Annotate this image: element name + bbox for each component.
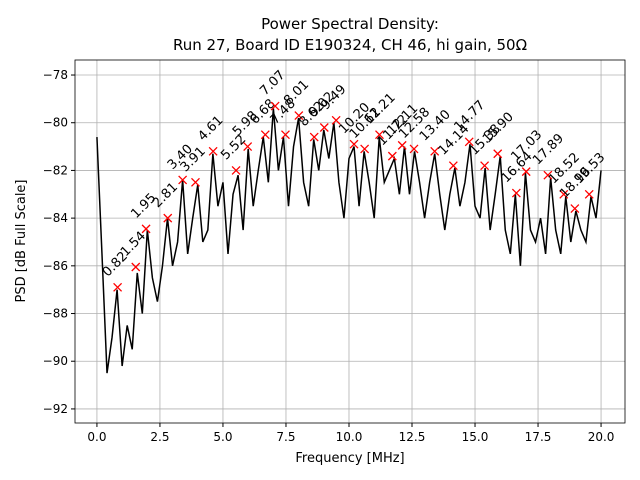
- peak-marker: [208, 146, 218, 156]
- x-tick-label: 0.0: [87, 430, 106, 444]
- y-axis-label: PSD [dB Full Scale]: [14, 179, 29, 302]
- peak-marker: [231, 165, 241, 175]
- chart-subtitle: Run 27, Board ID E190324, CH 46, hi gain…: [173, 36, 527, 54]
- peak-marker: [309, 132, 319, 142]
- peak-marker: [543, 170, 553, 180]
- y-tick-label: −80: [43, 116, 68, 130]
- x-tick-label: 12.5: [399, 430, 426, 444]
- y-tick-label: −78: [43, 68, 68, 82]
- peak-marker: [260, 130, 270, 140]
- peak-marker: [113, 282, 123, 292]
- peak-marker: [375, 130, 384, 140]
- y-tick-label: −90: [43, 354, 68, 368]
- peak-marker: [409, 144, 419, 154]
- peak-marker: [584, 189, 594, 199]
- x-tick-label: 5.0: [213, 430, 232, 444]
- peak-marker: [319, 123, 329, 132]
- peak-marker: [464, 137, 474, 147]
- chart-title: Power Spectral Density:: [261, 15, 439, 33]
- peak-marker: [570, 204, 580, 214]
- peak-marker: [281, 130, 290, 140]
- x-tick-label: 2.5: [150, 430, 169, 444]
- peak-marker: [448, 161, 458, 171]
- peak-marker: [243, 142, 253, 152]
- peak-marker: [349, 139, 359, 149]
- psd-line: [96, 108, 602, 374]
- peak-marker: [521, 167, 531, 177]
- peak-marker: [191, 177, 200, 187]
- y-tick-label: −86: [43, 259, 68, 273]
- x-tick-label: 20.0: [588, 430, 615, 444]
- x-tick-label: 15.0: [462, 430, 489, 444]
- peak-marker: [163, 213, 173, 223]
- peak-marker: [131, 262, 141, 272]
- peak-marker: [178, 175, 188, 185]
- y-tick-label: −88: [43, 307, 68, 321]
- peak-marker: [559, 189, 569, 199]
- peak-marker: [430, 146, 440, 156]
- peak-marker: [294, 111, 304, 121]
- peak-marker: [397, 140, 407, 150]
- peak-marker: [387, 151, 397, 161]
- x-tick-label: 17.5: [525, 430, 552, 444]
- peak-marker: [480, 161, 490, 171]
- y-tick-label: −82: [43, 163, 68, 177]
- peak-marker: [270, 101, 280, 111]
- peak-marker: [493, 149, 503, 159]
- peak-marker: [360, 144, 370, 154]
- x-tick-label: 10.0: [336, 430, 363, 444]
- peak-marker: [511, 188, 521, 198]
- x-axis-label: Frequency [MHz]: [295, 451, 404, 466]
- y-tick-label: −92: [43, 402, 68, 416]
- plot-frame: [74, 59, 626, 424]
- y-tick-label: −84: [43, 211, 68, 225]
- peak-marker: [331, 115, 341, 125]
- peak-marker: [141, 224, 151, 234]
- x-tick-label: 7.5: [276, 430, 295, 444]
